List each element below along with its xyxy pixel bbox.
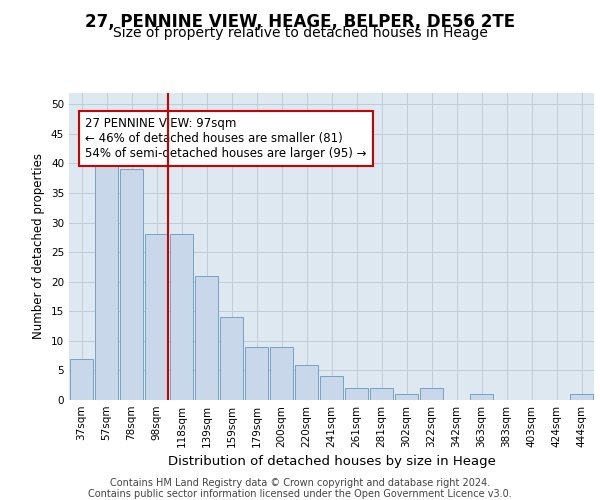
Bar (120, 170, 143, 400)
Bar (95, 164, 118, 400)
Bar (170, 234, 193, 400)
Bar (345, 388, 368, 400)
Bar (470, 394, 493, 400)
Bar (195, 276, 218, 400)
Bar (570, 394, 593, 400)
Text: Size of property relative to detached houses in Heage: Size of property relative to detached ho… (113, 26, 487, 40)
Bar (395, 394, 418, 400)
Bar (420, 388, 443, 400)
X-axis label: Distribution of detached houses by size in Heage: Distribution of detached houses by size … (167, 456, 496, 468)
Bar (245, 347, 268, 400)
Bar (320, 376, 343, 400)
Text: 27, PENNINE VIEW, HEAGE, BELPER, DE56 2TE: 27, PENNINE VIEW, HEAGE, BELPER, DE56 2T… (85, 12, 515, 30)
Bar (220, 317, 243, 400)
Bar (370, 388, 393, 400)
Y-axis label: Number of detached properties: Number of detached properties (32, 153, 46, 339)
Bar (145, 234, 168, 400)
Bar (70, 358, 93, 400)
Bar (295, 364, 318, 400)
Bar (270, 347, 293, 400)
Text: Contains HM Land Registry data © Crown copyright and database right 2024.
Contai: Contains HM Land Registry data © Crown c… (88, 478, 512, 499)
Text: 27 PENNINE VIEW: 97sqm
← 46% of detached houses are smaller (81)
54% of semi-det: 27 PENNINE VIEW: 97sqm ← 46% of detached… (85, 118, 367, 160)
